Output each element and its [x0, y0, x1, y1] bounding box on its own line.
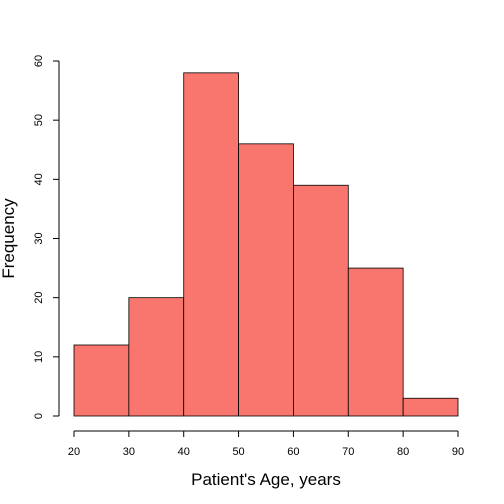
y-tick-label: 60 — [33, 55, 45, 67]
x-tick-label: 40 — [178, 446, 190, 458]
y-tick-label: 0 — [33, 413, 45, 419]
y-axis: 0 10 20 30 40 50 60 — [33, 55, 60, 419]
histogram-bar — [402, 397, 459, 417]
x-tick-label: 70 — [342, 446, 354, 458]
y-tick-label: 10 — [33, 351, 45, 363]
x-axis-title: Patient's Age, years — [191, 470, 341, 489]
x-axis: 20 30 40 50 60 70 80 90 — [68, 430, 464, 458]
histogram-bar — [238, 143, 294, 417]
x-tick-label: 50 — [232, 446, 244, 458]
y-tick-label: 50 — [33, 114, 45, 126]
histogram-bar — [347, 267, 404, 417]
x-tick-label: 30 — [123, 446, 135, 458]
x-tick-label: 20 — [68, 446, 80, 458]
x-tick-label: 80 — [397, 446, 409, 458]
y-tick-label: 20 — [33, 292, 45, 304]
x-tick-label: 90 — [452, 446, 464, 458]
y-tick-label: 40 — [33, 173, 45, 185]
histogram-bar — [128, 297, 185, 417]
histogram-bar — [73, 344, 130, 417]
x-tick-label: 60 — [287, 446, 299, 458]
y-tick-label: 30 — [33, 232, 45, 244]
bars-group — [73, 72, 459, 417]
y-axis-title: Frequency — [0, 198, 18, 279]
histogram-bar — [183, 72, 239, 417]
histogram-bar — [293, 184, 349, 417]
